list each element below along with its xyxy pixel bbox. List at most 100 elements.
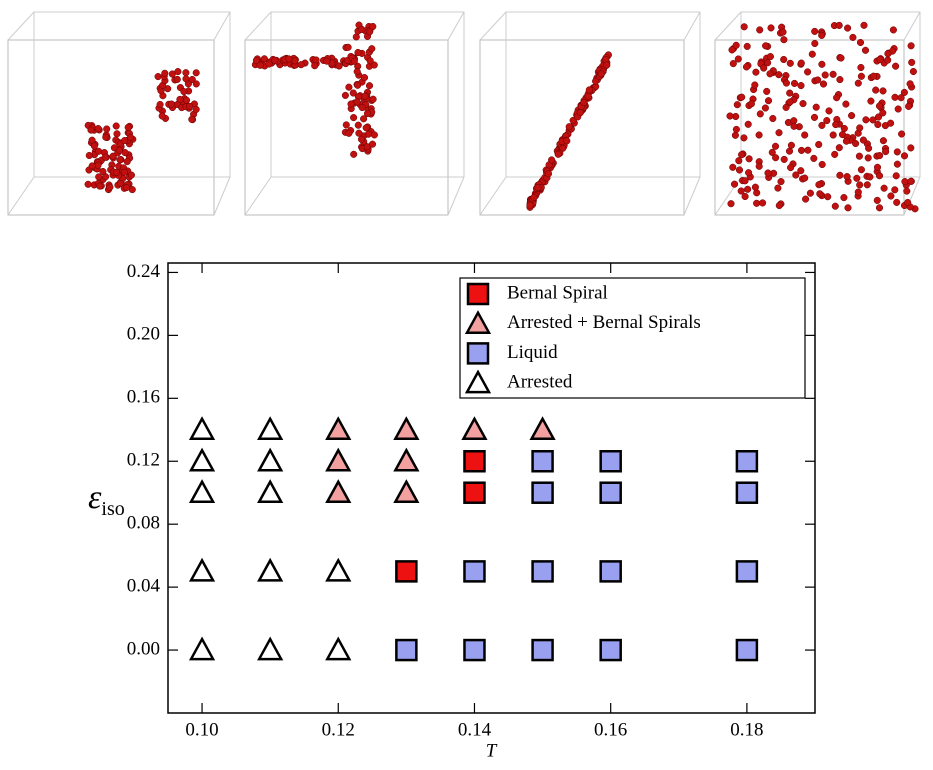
particle	[563, 137, 571, 145]
particle	[548, 156, 556, 164]
triangle-marker	[188, 416, 216, 441]
particle	[127, 133, 135, 142]
particle	[787, 164, 795, 172]
x-tick-label: 0.12	[322, 719, 355, 740]
particle	[829, 70, 837, 78]
box-edge	[213, 176, 231, 216]
particle	[192, 105, 200, 113]
particle	[875, 172, 884, 180]
box-edge	[903, 176, 921, 216]
square-marker	[463, 560, 486, 583]
particle	[176, 95, 184, 103]
particle	[792, 171, 800, 179]
square-marker	[463, 638, 486, 662]
particle	[801, 174, 809, 182]
particle	[353, 98, 361, 106]
square-marker	[531, 481, 554, 504]
particle	[354, 48, 362, 57]
particle	[368, 140, 377, 148]
particle	[764, 97, 773, 105]
particle	[897, 94, 905, 102]
particle	[756, 26, 764, 34]
particle	[121, 137, 129, 145]
box-edge	[7, 11, 35, 41]
particle	[859, 136, 867, 144]
particle	[767, 24, 775, 32]
particle	[158, 112, 166, 120]
particle	[369, 95, 377, 103]
particle	[898, 130, 906, 138]
square-marker	[395, 638, 418, 662]
triangle-marker	[188, 557, 216, 582]
particle	[891, 93, 899, 101]
box-edge	[244, 176, 272, 216]
particle	[124, 123, 132, 131]
particle	[811, 39, 819, 48]
particle	[835, 144, 843, 152]
particle	[889, 26, 897, 34]
y-tick-label: 0.12	[127, 450, 160, 471]
square-marker	[531, 450, 554, 473]
particle	[154, 73, 162, 81]
box-edge	[244, 11, 272, 41]
particle	[866, 173, 874, 181]
y-tick-label: 0.24	[127, 261, 161, 282]
triangle-marker	[325, 557, 352, 582]
particle	[882, 148, 890, 156]
particle	[115, 146, 124, 154]
particle	[180, 88, 188, 96]
y-axis-label: εiso	[88, 479, 125, 520]
particle	[786, 98, 794, 106]
plot-frame	[167, 262, 816, 714]
particle	[876, 55, 884, 63]
particle	[364, 130, 372, 138]
particle	[285, 55, 293, 63]
triangle-marker	[257, 479, 284, 503]
particle	[734, 55, 742, 63]
particle	[127, 171, 135, 179]
particle	[744, 120, 752, 128]
particle	[729, 163, 737, 171]
particle	[731, 131, 739, 139]
box-front	[479, 39, 685, 216]
particle	[785, 147, 794, 155]
particle	[760, 64, 768, 72]
x-tick-label: 0.14	[458, 719, 492, 740]
particle	[764, 169, 772, 177]
triangle-marker	[188, 447, 216, 472]
particle	[265, 60, 273, 68]
particle	[740, 23, 748, 31]
particle	[884, 50, 892, 58]
particle	[818, 31, 826, 39]
particle	[775, 129, 783, 137]
particle	[363, 109, 372, 118]
particle	[763, 87, 771, 95]
particle	[815, 140, 823, 149]
particle	[802, 195, 810, 203]
particle	[344, 43, 352, 51]
particle	[116, 156, 124, 164]
particle	[335, 62, 343, 70]
particle	[360, 74, 369, 82]
particle	[797, 167, 805, 175]
legend-marker	[464, 369, 492, 394]
particle	[730, 180, 739, 188]
particle	[869, 116, 877, 124]
square-marker	[735, 638, 759, 662]
particle	[797, 146, 806, 154]
particle	[355, 129, 363, 137]
particle	[854, 188, 862, 196]
particle	[741, 177, 749, 185]
particle	[842, 137, 850, 145]
particle	[904, 198, 912, 207]
legend-label: Arrested + Bernal Spirals	[507, 312, 701, 333]
particle	[840, 124, 848, 133]
square-marker	[599, 638, 622, 662]
box-edge	[213, 11, 231, 41]
box-front	[7, 39, 215, 216]
particle	[90, 142, 98, 150]
particle	[907, 42, 915, 50]
particle	[342, 121, 350, 129]
particle	[354, 81, 362, 89]
snapshots	[7, 11, 921, 216]
